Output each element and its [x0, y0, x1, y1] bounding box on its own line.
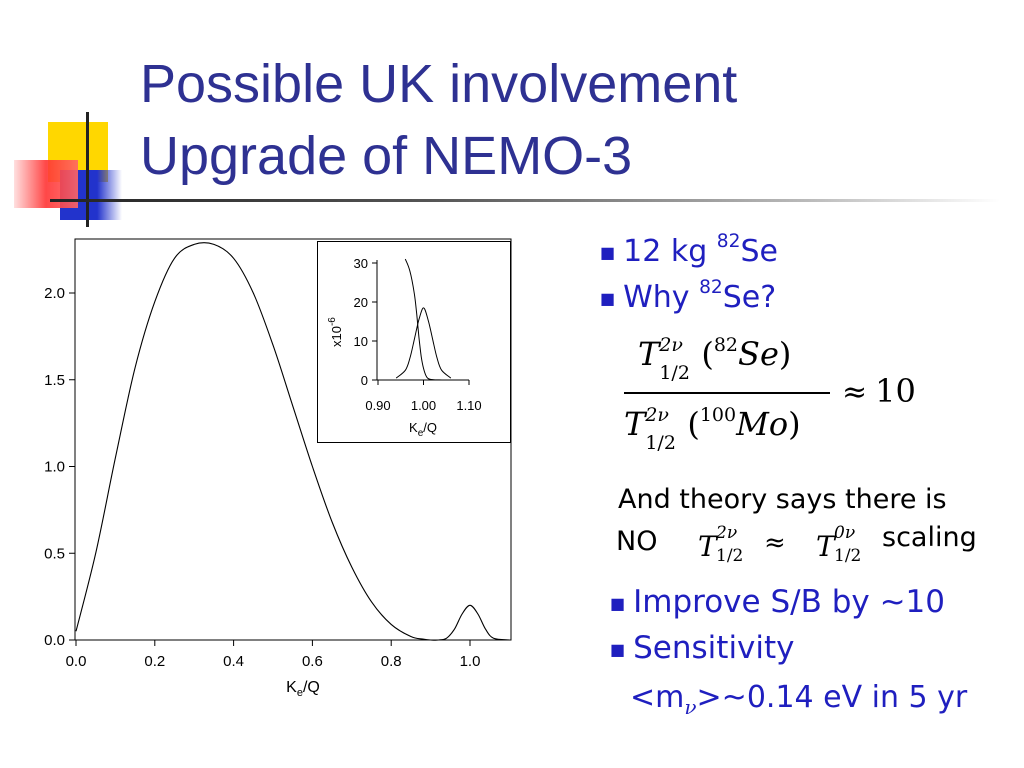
x-axis-label: Ke/Q: [286, 679, 320, 699]
bullet-sensitivity: ■ Sensitivity: [610, 630, 795, 666]
inset-chart: 0.90 1.00 1.10 0 10 20 30 x10-6 Ke/Q: [317, 241, 511, 443]
inset-y-tick-label: 10: [354, 334, 368, 349]
inset-x-axis-label: Ke/Q: [409, 420, 437, 439]
bullet-square-icon: ■: [610, 594, 626, 613]
bullet-why: ■ Why 82Se?: [600, 277, 777, 315]
y-tick-label: 1.0: [44, 459, 65, 476]
page-title-line-1: Possible UK involvement: [140, 54, 738, 114]
fraction-bar: [624, 392, 830, 394]
main-chart: 0.0 0.2 0.4 0.6 0.8 1.0 0.0 0.5 1.0 1.5 2.0 Ke/Q: [44, 238, 512, 699]
bullet-square-icon: ■: [600, 243, 616, 262]
bullet-mass: ■ 12 kg 82Se: [600, 231, 778, 269]
inset-x-tick-label: 0.90: [365, 398, 390, 413]
inset-y-tick-label: 0: [361, 373, 368, 388]
x-tick-label: 0.0: [66, 653, 87, 670]
spectrum-curve: [75, 242, 510, 641]
y-tick-label: 2.0: [44, 285, 65, 302]
theory-line-2: NO T 2ν 1/2 ≈ T 0ν 1/2 scaling: [616, 522, 977, 566]
theory-line-1: And theory says there is: [618, 484, 947, 515]
bullet-improve: ■ Improve S/B by ~10: [610, 584, 945, 620]
inset-y-tick-label: 30: [354, 256, 368, 271]
inset-peak-curve: [395, 307, 452, 379]
inset-x-tick-label: 1.10: [456, 398, 481, 413]
y-tick-label: 0.0: [44, 632, 65, 649]
x-tick-label: 0.6: [302, 653, 323, 670]
bullet-square-icon: ■: [610, 640, 626, 659]
sensitivity-value: <mν>~0.14 eV in 5 yr: [630, 680, 968, 719]
deco-vertical-line: [86, 112, 89, 227]
x-tick-label: 0.8: [381, 653, 402, 670]
inset-y-tick-label: 20: [354, 295, 368, 310]
inset-y-axis-label: x10-6: [327, 317, 344, 347]
inset-x-tick-label: 1.00: [411, 398, 436, 413]
main-chart-frame: [74, 238, 512, 641]
x-tick-label: 0.4: [223, 653, 244, 670]
deco-horizontal-line: [50, 199, 1000, 202]
bullet-square-icon: ■: [600, 289, 616, 308]
formula-numerator: T 2ν 1/2 (82Se): [638, 334, 792, 384]
y-tick-label: 1.5: [44, 372, 65, 389]
formula-denominator: T 2ν 1/2 (100Mo): [624, 404, 801, 454]
page-title-line-2: Upgrade of NEMO-3: [140, 126, 633, 186]
formula-approx: ≈10: [842, 372, 916, 410]
x-tick-label: 1.0: [460, 653, 481, 670]
x-tick-label: 0.2: [144, 653, 165, 670]
inset-falling-curve: [404, 258, 451, 381]
y-tick-label: 0.5: [44, 545, 65, 562]
